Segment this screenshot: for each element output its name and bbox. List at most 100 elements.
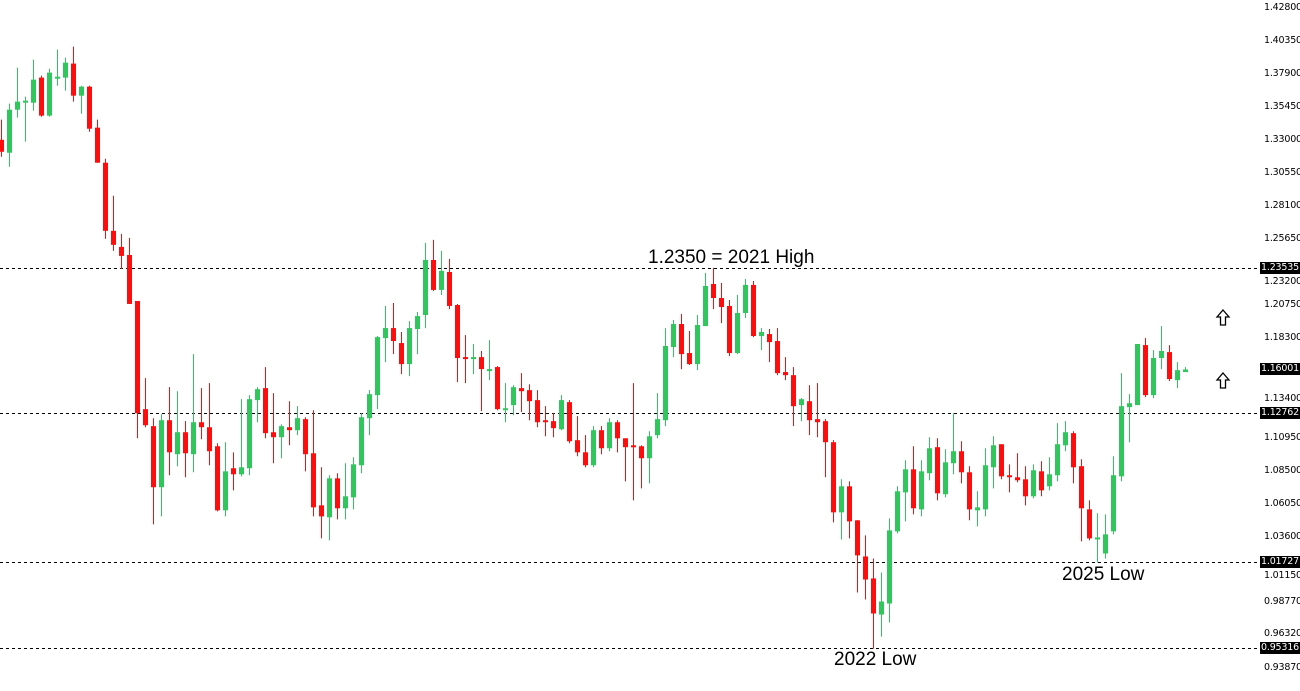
candle (1023, 466, 1028, 506)
price-level-label: 0.95316 (1260, 642, 1300, 655)
candle-body (631, 445, 636, 448)
candle-body (359, 417, 364, 466)
candle-body (167, 420, 172, 453)
y-tick-label: 1.30550 (1264, 167, 1300, 179)
candle-body (487, 369, 492, 372)
candle (391, 302, 396, 355)
candle (135, 300, 140, 439)
candle-body (79, 86, 84, 96)
candle (207, 383, 212, 466)
candle (831, 440, 836, 523)
candle (255, 387, 260, 423)
candle-body (927, 448, 932, 474)
candle (823, 419, 828, 478)
candle (383, 305, 388, 363)
candle-body (1095, 537, 1100, 540)
candle-body (887, 530, 892, 604)
candle-body (823, 421, 828, 443)
candle-body (751, 284, 756, 337)
candle (151, 418, 156, 525)
candle-body (1119, 406, 1124, 477)
candle-body (1167, 352, 1172, 380)
candle (647, 431, 652, 484)
candle (159, 414, 164, 517)
candle (711, 267, 716, 310)
candle (1079, 459, 1084, 542)
candle-body (959, 451, 964, 473)
candle (1127, 394, 1132, 443)
candle (583, 435, 588, 468)
candle-body (1111, 475, 1116, 532)
candle-body (519, 388, 524, 392)
candle-body (423, 259, 428, 316)
candle (895, 486, 900, 534)
y-tick-label: 1.03600 (1264, 530, 1300, 542)
candle (503, 383, 508, 423)
candle-body (319, 505, 324, 517)
candle-body (143, 409, 148, 426)
y-tick-label: 1.35450 (1264, 101, 1300, 113)
candle (855, 520, 860, 593)
candle-body (687, 353, 692, 365)
candle (935, 438, 940, 501)
candle (735, 295, 740, 355)
candle (527, 384, 532, 421)
candle (967, 466, 972, 521)
candle (1167, 345, 1172, 382)
candle-body (247, 399, 252, 469)
candle (943, 449, 948, 498)
candle-body (327, 478, 332, 518)
candle (783, 357, 788, 381)
y-tick-label: 1.10950 (1264, 431, 1300, 443)
candle (47, 68, 52, 117)
candle-body (479, 357, 484, 370)
annotation-2022-low: 2022 Low (834, 649, 917, 670)
candle-body (55, 76, 60, 79)
candle-body (815, 419, 820, 423)
candle-body (679, 324, 684, 355)
candle (199, 388, 204, 440)
candle-body (583, 452, 588, 466)
candle (183, 421, 188, 478)
candle (999, 444, 1004, 480)
candle (959, 441, 964, 484)
current-price-label: 1.16001 (1260, 363, 1300, 376)
candle-body (119, 246, 124, 256)
candle-body (23, 100, 28, 103)
candle (239, 399, 244, 477)
y-tick-label: 1.13400 (1264, 393, 1300, 405)
candle-body (1015, 477, 1020, 481)
candle-body (1023, 479, 1028, 497)
candle (487, 340, 492, 381)
candle-body (975, 507, 980, 511)
candle (1055, 423, 1060, 482)
candle-body (1007, 475, 1012, 478)
candle-body (999, 444, 1004, 477)
y-tick-label: 1.33000 (1264, 134, 1300, 146)
candle-body (103, 162, 108, 231)
candle-body (759, 331, 764, 337)
candle-body (735, 312, 740, 354)
candle (463, 335, 468, 384)
candle (559, 395, 564, 431)
candle (231, 452, 236, 491)
candle (271, 393, 276, 464)
up-arrow-icon (1215, 309, 1231, 326)
candle-body (767, 334, 772, 343)
candle-body (47, 72, 52, 116)
y-tick-label: 0.98770 (1264, 595, 1300, 607)
candle (375, 336, 380, 410)
y-tick-label: 1.06050 (1264, 497, 1300, 509)
candle (615, 420, 620, 453)
candle (871, 558, 876, 649)
candle (399, 331, 404, 375)
candle-body (831, 442, 836, 513)
candle-body (1183, 369, 1188, 373)
candle-body (71, 63, 76, 96)
candle-body (215, 446, 220, 511)
candle (1095, 513, 1100, 563)
candle-body (63, 62, 68, 78)
candle-body (367, 394, 372, 419)
candle-body (343, 496, 348, 509)
